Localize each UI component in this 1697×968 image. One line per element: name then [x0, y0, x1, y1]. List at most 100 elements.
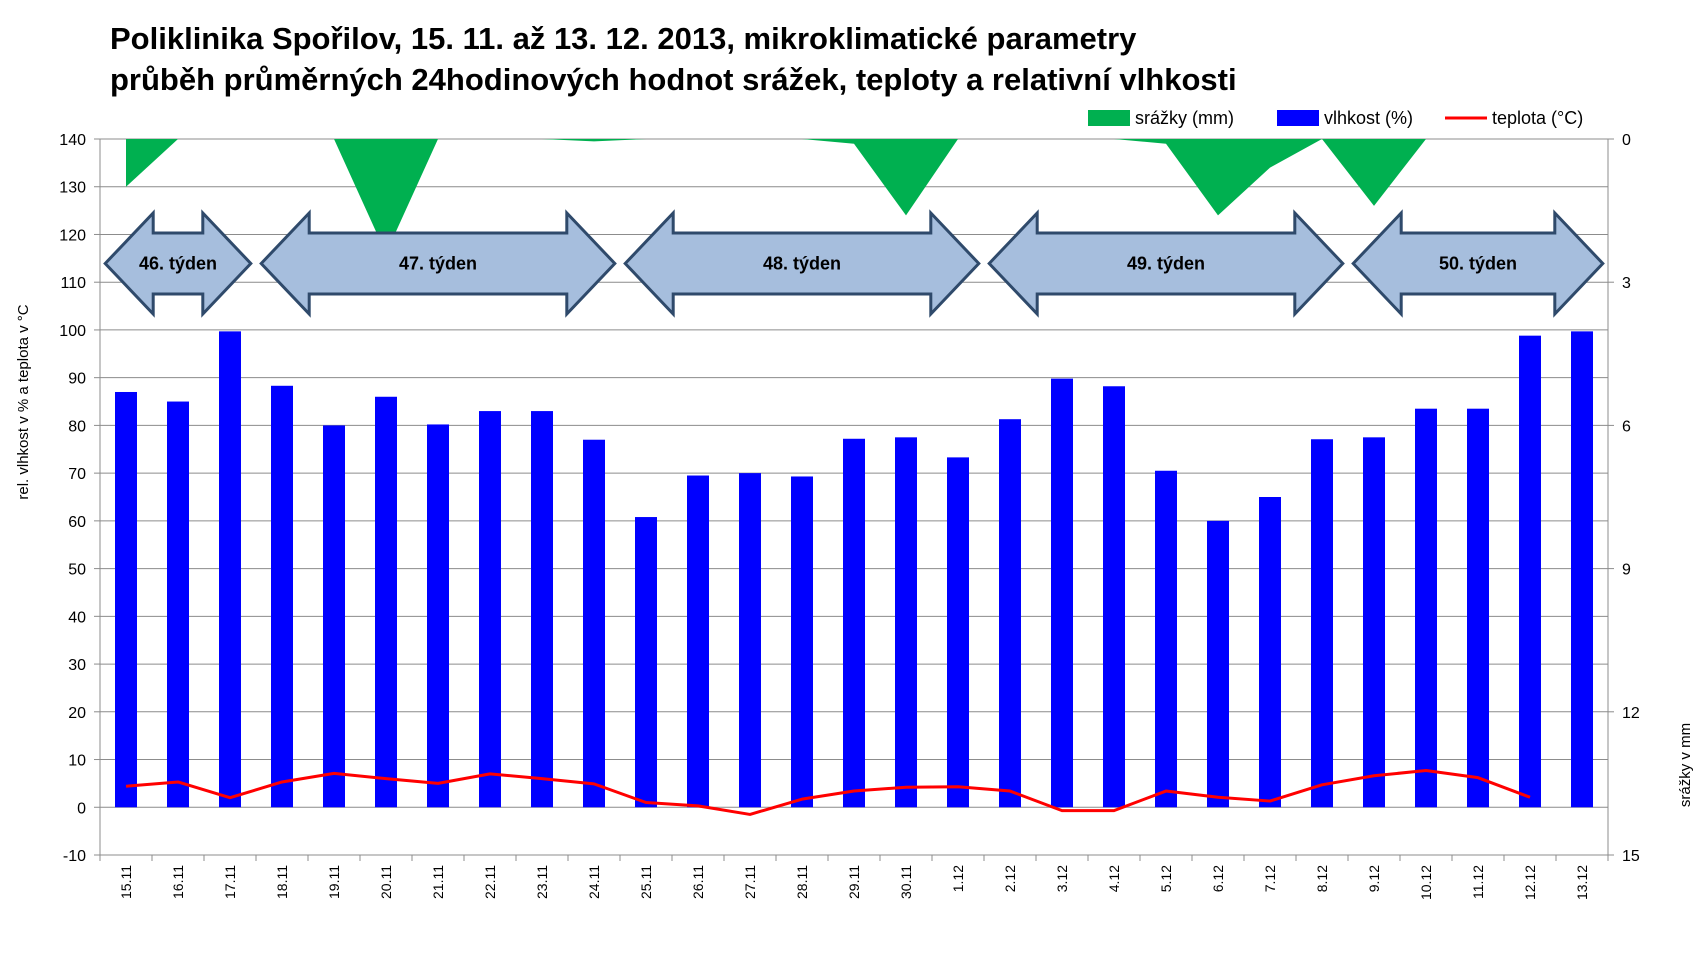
x-tick-label: 1.12	[950, 865, 966, 892]
humidity-bar	[427, 424, 449, 808]
week-arrow-label: 49. týden	[1127, 254, 1205, 274]
humidity-bar	[1467, 408, 1489, 808]
legend-swatch-precip	[1088, 110, 1130, 126]
humidity-bar	[1051, 378, 1073, 808]
x-tick-label: 4.12	[1106, 865, 1122, 892]
humidity-bar	[1207, 520, 1229, 808]
y-left-tick-label: 130	[59, 180, 86, 197]
humidity-bar	[1103, 386, 1125, 808]
legend-label: teplota (°C)	[1492, 108, 1583, 128]
humidity-bar	[635, 517, 657, 808]
humidity-bar	[375, 396, 397, 808]
legend-label: srážky (mm)	[1135, 108, 1234, 128]
y-right-tick-label: 12	[1622, 705, 1640, 722]
humidity-series	[115, 331, 1593, 808]
axes: -10 0 10 20 30 40 50 60 70 80 90 100 110 120 130 140 0 3 6…	[15, 132, 1694, 900]
x-tick-label: 29.11	[846, 865, 862, 899]
x-tick-label: 3.12	[1054, 865, 1070, 892]
x-tick-label: 30.11	[898, 865, 914, 899]
legend-swatch-humidity	[1277, 110, 1319, 126]
chart-title: Poliklinika Spořilov, 15. 11. až 13. 12.…	[110, 18, 1237, 100]
x-tick-label: 13.12	[1574, 865, 1590, 900]
y-left-tick-label: 40	[68, 609, 86, 626]
y-right-tick-label: 9	[1622, 562, 1631, 579]
y-left-tick-label: 140	[59, 132, 86, 149]
y-left-tick-label: 50	[68, 562, 86, 579]
x-tick-label: 17.11	[222, 865, 238, 899]
humidity-bar	[323, 425, 345, 808]
week-arrow	[1351, 209, 1605, 318]
chart-title-line2: průběh průměrných 24hodinových hodnot sr…	[110, 62, 1237, 97]
y-right-tick-label: 6	[1622, 418, 1631, 435]
week-arrow-label: 50. týden	[1439, 254, 1517, 274]
x-tick-label: 16.11	[170, 865, 186, 899]
x-tick-label: 23.11	[534, 865, 550, 899]
y-left-tick-label: 90	[68, 371, 86, 388]
humidity-bar	[115, 391, 137, 808]
humidity-bar	[1259, 497, 1281, 808]
x-tick-label: 9.12	[1366, 865, 1382, 892]
humidity-bar	[791, 476, 813, 808]
x-tick-label: 19.11	[326, 865, 342, 899]
y-left-tick-label: 120	[59, 227, 86, 244]
x-tick-label: 25.11	[638, 865, 654, 899]
x-tick-label: 6.12	[1210, 865, 1226, 892]
humidity-bar	[219, 331, 241, 808]
x-tick-label: 7.12	[1262, 865, 1278, 892]
humidity-bar	[479, 411, 501, 808]
temperature-line	[125, 769, 1531, 816]
y-right-tick-label: 0	[1622, 132, 1631, 149]
x-tick-label: 18.11	[274, 865, 290, 899]
legend-label: vlhkost (%)	[1324, 108, 1413, 128]
chart-title-line1: Poliklinika Spořilov, 15. 11. až 13. 12.…	[110, 21, 1137, 56]
x-tick-label: 5.12	[1158, 865, 1174, 892]
x-tick-label: 22.11	[482, 865, 498, 899]
humidity-bar	[999, 419, 1021, 808]
y-left-tick-label: 30	[68, 657, 86, 674]
y-left-tick-label: 0	[77, 800, 86, 817]
x-tick-label: 20.11	[378, 865, 394, 899]
humidity-bar	[531, 411, 553, 808]
y-left-tick-label: 70	[68, 466, 86, 483]
x-tick-label: 26.11	[690, 865, 706, 899]
humidity-bar	[583, 439, 605, 808]
x-tick-label: 21.11	[430, 865, 446, 899]
y-left-axis-title: rel. vlhkost v % a teplota v °C	[15, 304, 32, 499]
week-arrow	[623, 209, 981, 318]
x-tick-label: 28.11	[794, 865, 810, 899]
y-left-tick-label: 60	[68, 514, 86, 531]
precip-series	[126, 139, 1582, 254]
humidity-bar	[1363, 437, 1385, 808]
humidity-bar	[1571, 331, 1593, 808]
humidity-bar	[895, 437, 917, 808]
humidity-bar	[1155, 470, 1177, 808]
week-arrows: 46. týden 47. týden 48. týden 49. týden 50. …	[103, 209, 1605, 318]
x-tick-label: 24.11	[586, 865, 602, 899]
humidity-bar	[687, 475, 709, 808]
humidity-bar	[1415, 408, 1437, 808]
humidity-bar	[1311, 439, 1333, 808]
y-left-tick-label: -10	[63, 848, 86, 865]
y-left-tick-label: 80	[68, 418, 86, 435]
humidity-bar	[947, 457, 969, 808]
week-arrow	[987, 209, 1345, 318]
y-right-tick-label: 3	[1622, 275, 1631, 292]
humidity-bar	[843, 438, 865, 808]
x-tick-label: 8.12	[1314, 865, 1330, 892]
y-right-axis-title: srážky v mm	[1677, 723, 1694, 807]
y-left-tick-label: 10	[68, 753, 86, 770]
humidity-bar	[271, 385, 293, 808]
humidity-bar	[739, 473, 761, 808]
precip-area	[126, 139, 1582, 254]
week-arrow-label: 47. týden	[399, 254, 477, 274]
x-tick-label: 10.12	[1418, 865, 1434, 900]
week-arrow	[259, 209, 617, 318]
week-arrow-label: 48. týden	[763, 254, 841, 274]
x-tick-label: 15.11	[118, 865, 134, 899]
humidity-bar	[1519, 335, 1541, 808]
week-arrow-label: 46. týden	[139, 254, 217, 274]
x-tick-label: 11.12	[1470, 865, 1486, 899]
week-arrow	[103, 209, 253, 318]
temperature-series	[125, 769, 1531, 816]
